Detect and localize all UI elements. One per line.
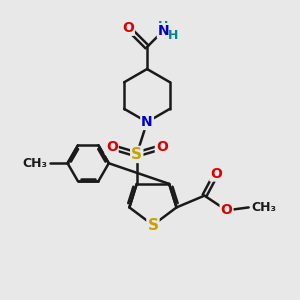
Text: H: H [168,29,179,42]
Text: O: O [156,140,168,154]
Text: O: O [122,21,134,35]
Text: O: O [210,167,222,181]
Text: O: O [220,203,232,218]
Text: H: H [158,20,168,33]
Text: S: S [147,218,158,232]
Text: O: O [106,140,118,154]
Text: N: N [158,24,169,38]
Text: CH₃: CH₃ [252,201,277,214]
Text: N: N [141,115,153,129]
Text: S: S [131,147,142,162]
Text: CH₃: CH₃ [22,157,47,170]
